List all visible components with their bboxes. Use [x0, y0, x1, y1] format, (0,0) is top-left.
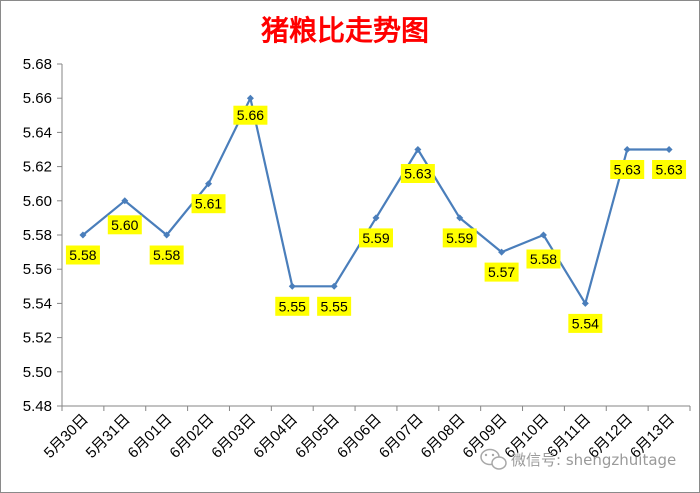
- data-label-bg: [107, 215, 142, 235]
- data-point: [623, 146, 631, 153]
- x-tick-label: 6月06日: [334, 411, 385, 462]
- data-label-bg: [568, 313, 603, 333]
- data-label-bg: [191, 194, 226, 214]
- data-label: 5.59: [362, 230, 389, 246]
- chart-title: 猪粮比走势图: [261, 14, 429, 47]
- data-point: [205, 180, 213, 188]
- data-point: [246, 94, 254, 102]
- data-label: 5.59: [446, 230, 473, 246]
- x-tick-label: 6月09日: [459, 411, 510, 462]
- y-tick-label: 5.58: [23, 227, 52, 244]
- data-label: 5.61: [195, 196, 222, 212]
- y-axis: 5.48 5.50 5.52 5.54 5.56 5.58 5.60 5.62 5.64 5.66…: [23, 56, 63, 415]
- data-label-bg: [652, 160, 687, 179]
- data-label-bg: [233, 105, 268, 125]
- data-point: [665, 146, 673, 153]
- y-tick-label: 5.54: [23, 295, 52, 312]
- data-label-bg: [65, 245, 100, 265]
- data-point: [498, 248, 506, 256]
- data-point: [539, 231, 547, 239]
- data-label-bg: [526, 249, 561, 269]
- x-tick-label: 6月03日: [208, 411, 259, 462]
- x-tick-label: 6月04日: [250, 411, 301, 462]
- data-label-bg: [400, 164, 435, 183]
- y-tick-label: 5.48: [23, 398, 52, 415]
- data-label-bg: [359, 228, 393, 248]
- data-point: [79, 231, 87, 239]
- data-label: 5.63: [614, 162, 641, 178]
- x-tick-label: 6月01日: [125, 411, 176, 462]
- data-label-bg: [610, 160, 645, 179]
- y-tick-label: 5.62: [23, 159, 52, 176]
- data-label: 5.60: [111, 217, 138, 233]
- data-label: 5.66: [237, 107, 264, 123]
- y-tick-label: 5.52: [23, 330, 52, 347]
- y-tick-label: 5.64: [23, 124, 52, 141]
- data-label-bg: [442, 228, 477, 248]
- watermark-text: 微信号: shengzhuitage: [511, 451, 676, 469]
- data-label: 5.63: [404, 166, 431, 182]
- series-line: [79, 94, 673, 307]
- y-tick-label: 5.56: [23, 261, 52, 278]
- y-tick-label: 5.60: [23, 193, 52, 210]
- y-tick-label: 5.66: [23, 90, 52, 107]
- data-label: 5.58: [530, 251, 557, 267]
- data-label: 5.63: [655, 162, 682, 178]
- data-point: [581, 299, 589, 307]
- y-tick-label: 5.50: [23, 364, 52, 381]
- watermark: 微信号: shengzhuitage: [480, 448, 676, 470]
- data-point: [414, 146, 422, 153]
- data-label-bg: [484, 262, 519, 282]
- data-label: 5.58: [69, 247, 96, 263]
- x-tick-label: 6月05日: [292, 411, 343, 462]
- data-label: 5.55: [279, 298, 306, 314]
- series-polyline: [82, 97, 670, 305]
- y-tick-label: 5.68: [23, 56, 52, 73]
- data-point: [121, 197, 129, 205]
- data-label: 5.54: [572, 315, 599, 331]
- x-tick-label: 5月31日: [83, 411, 134, 462]
- data-label-bg: [149, 245, 184, 265]
- data-label-bg: [317, 296, 352, 316]
- wechat-icon: [480, 448, 507, 470]
- data-labels: 5.58 5.60 5.58 5.61 5.66 5.55 5.55 5.59 5.63 5.59…: [65, 105, 687, 333]
- x-tick-label: 6月02日: [166, 411, 217, 462]
- data-point: [288, 282, 296, 290]
- data-label-bg: [275, 296, 310, 316]
- data-label: 5.55: [321, 298, 348, 314]
- data-point: [163, 231, 171, 239]
- x-tick-label: 6月07日: [376, 411, 427, 462]
- data-label: 5.57: [488, 264, 515, 280]
- x-tick-label: 6月08日: [418, 411, 469, 462]
- data-point: [372, 214, 380, 222]
- x-tick-label: 5月30日: [41, 411, 92, 462]
- data-label: 5.58: [153, 247, 180, 263]
- data-point: [456, 214, 464, 222]
- data-point: [330, 282, 338, 290]
